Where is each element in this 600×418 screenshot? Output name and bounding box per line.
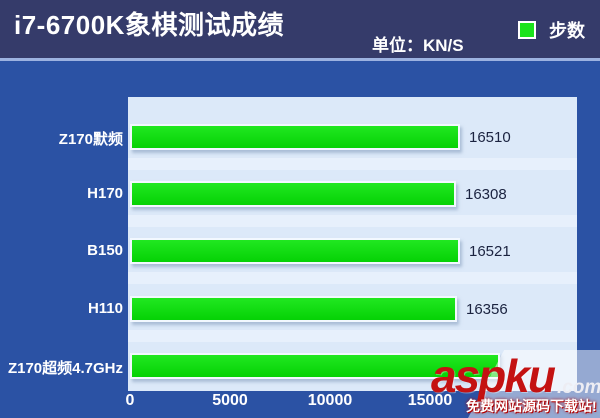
x-axis-tick: 5000 — [212, 392, 248, 409]
category-label: H110 — [87, 299, 123, 317]
x-axis-tick: 15000 — [407, 392, 453, 409]
chart-header: i7-6700K象棋测试成绩 单位：KN/S 步数 — [0, 0, 600, 58]
header-separator — [0, 58, 600, 61]
row-band — [128, 215, 577, 227]
plot-area — [128, 97, 577, 391]
legend: 步数 — [518, 17, 585, 43]
category-label: Z170超频4.7GHz — [7, 359, 123, 377]
bar-z170-default — [130, 124, 460, 150]
bar-h170 — [130, 181, 456, 208]
watermark-tagline: 免费网站源码下载站! — [466, 398, 597, 414]
watermark-brand: aspku — [431, 350, 556, 402]
value-label: 16356 — [466, 300, 508, 318]
watermark-brand-suffix: .com — [557, 377, 600, 398]
row-band — [128, 272, 577, 284]
value-label: 16510 — [469, 129, 511, 146]
bar-b150 — [130, 238, 460, 265]
value-label: 16308 — [465, 186, 507, 204]
category-label: B150 — [87, 242, 123, 260]
unit-label: 单位：KN/S — [372, 36, 464, 55]
x-axis-tick: 10000 — [307, 392, 353, 409]
category-label: Z170默频 — [58, 131, 123, 148]
row-band — [128, 330, 577, 342]
chart-title: i7-6700K象棋测试成绩 — [14, 10, 284, 40]
row-band — [128, 158, 577, 170]
value-label: 16521 — [469, 243, 511, 261]
category-label: H170 — [87, 185, 123, 203]
bar-h110 — [130, 295, 457, 322]
x-axis-tick: 0 — [125, 392, 135, 409]
legend-swatch-icon — [518, 21, 536, 39]
legend-label: 步数 — [549, 21, 585, 41]
bar-z170-oc — [130, 352, 500, 379]
